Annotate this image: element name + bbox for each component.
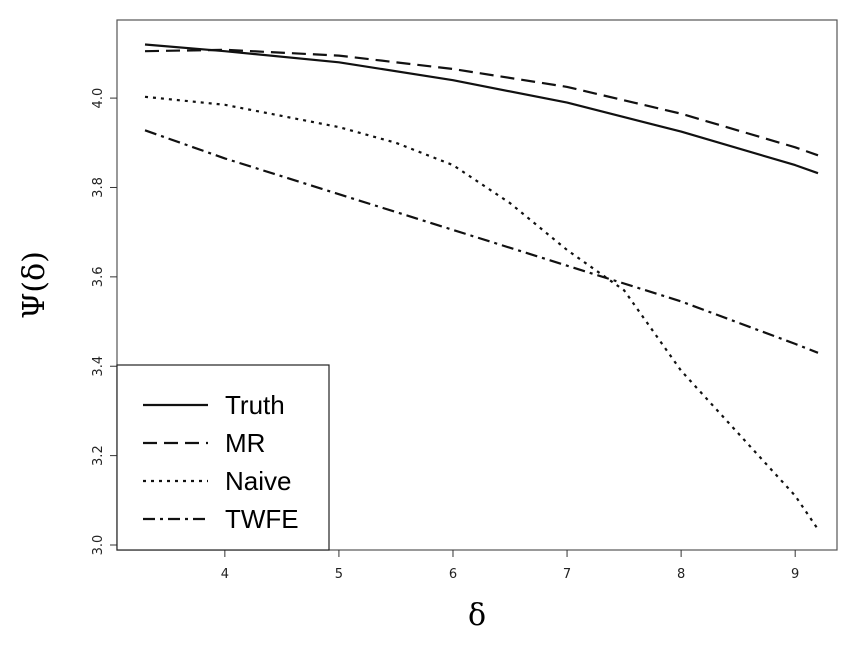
legend-label-mr: MR	[225, 428, 265, 458]
series-layer	[144, 43, 819, 531]
x-tick-label: 9	[791, 567, 799, 582]
y-tick-label: 4.0	[91, 88, 106, 109]
y-tick-label: 3.2	[91, 445, 106, 466]
y-axis: 3.0 3.2 3.4 3.6 3.8 4.0	[91, 88, 117, 556]
y-tick-label: 3.4	[91, 356, 106, 377]
y-tick-label: 3.0	[91, 535, 106, 556]
y-tick-label: 3.6	[91, 267, 106, 288]
x-tick-label: 7	[563, 567, 571, 582]
y-tick-label: 3.8	[91, 177, 106, 198]
series-line-twfe	[144, 129, 819, 354]
y-axis-title: Ψ(δ)	[17, 251, 52, 319]
series-line-naive	[144, 95, 819, 531]
x-tick-label: 4	[221, 567, 229, 582]
legend-label-truth: Truth	[225, 390, 285, 420]
legend: Truth MR Naive TWFE	[116, 364, 330, 551]
x-axis-title: δ	[468, 598, 486, 633]
x-axis: 4 5 6 7 8 9	[221, 550, 799, 582]
x-tick-label: 5	[335, 567, 343, 582]
series-line-mr	[144, 48, 819, 157]
legend-label-twfe: TWFE	[225, 504, 299, 534]
x-tick-label: 6	[449, 567, 457, 582]
x-tick-label: 8	[677, 567, 685, 582]
legend-label-naive: Naive	[225, 466, 291, 496]
series-line-truth	[144, 43, 819, 175]
